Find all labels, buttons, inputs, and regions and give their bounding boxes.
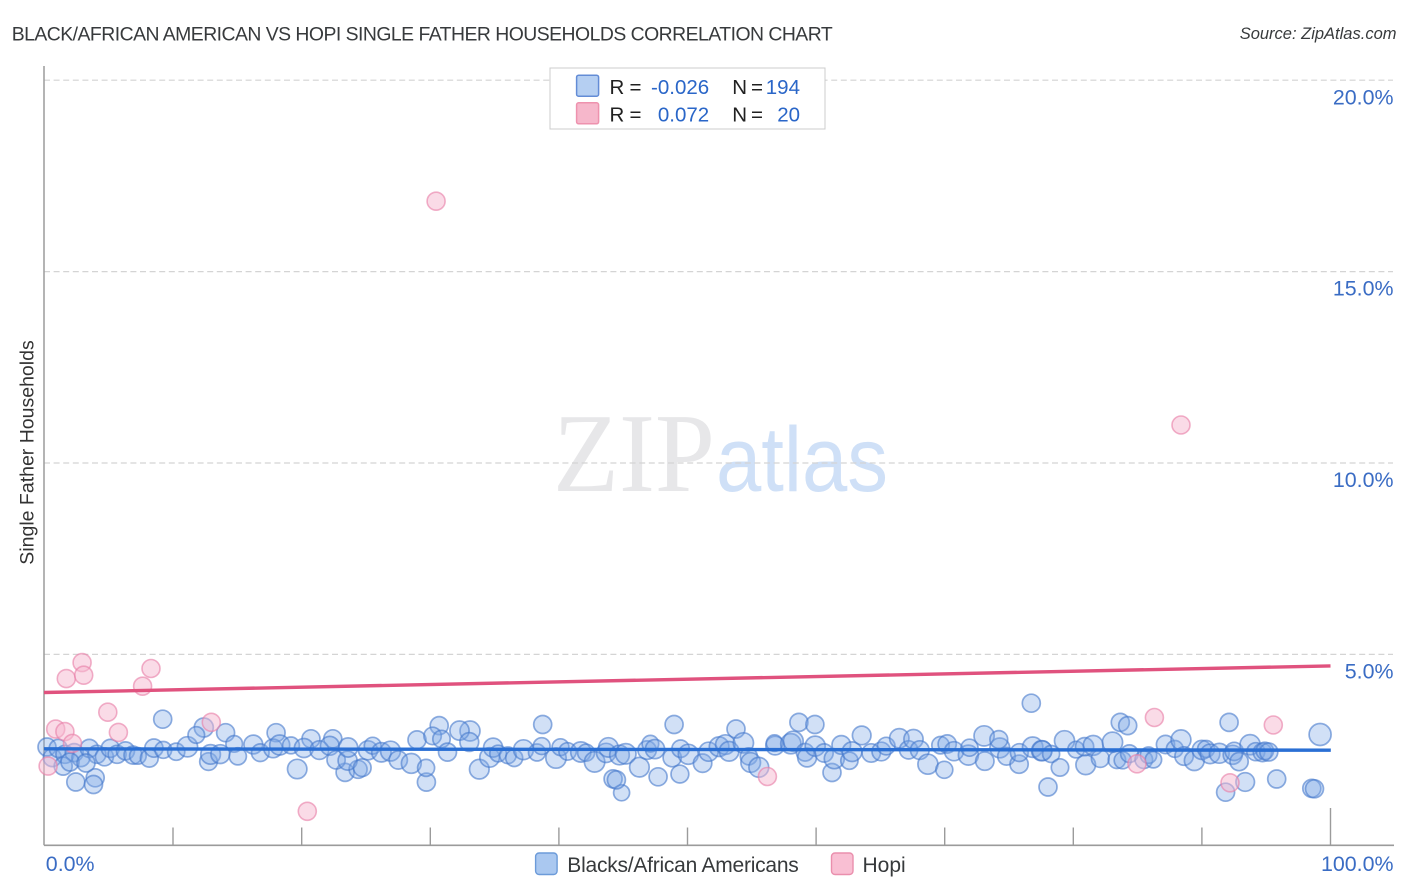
- svg-text:15.0%: 15.0%: [1333, 277, 1394, 301]
- svg-text:Single Father Households: Single Father Households: [17, 340, 39, 565]
- svg-text:N: N: [732, 103, 747, 126]
- svg-text:5.0%: 5.0%: [1345, 660, 1394, 684]
- svg-text:=: =: [630, 103, 642, 126]
- svg-text:20.0%: 20.0%: [1333, 85, 1394, 109]
- svg-text:Source: ZipAtlas.com: Source: ZipAtlas.com: [1240, 25, 1397, 43]
- svg-text:BLACK/AFRICAN AMERICAN VS HOPI: BLACK/AFRICAN AMERICAN VS HOPI SINGLE FA…: [12, 24, 833, 46]
- svg-text:ZIP: ZIP: [553, 392, 715, 516]
- svg-text:=: =: [751, 103, 763, 126]
- svg-text:atlas: atlas: [716, 409, 888, 511]
- svg-text:=: =: [751, 76, 763, 99]
- svg-text:10.0%: 10.0%: [1333, 468, 1394, 492]
- svg-text:Blacks/African Americans: Blacks/African Americans: [567, 854, 799, 877]
- svg-text:-0.026: -0.026: [651, 76, 709, 99]
- svg-text:R: R: [610, 76, 625, 99]
- svg-text:Hopi: Hopi: [863, 854, 906, 877]
- svg-text:20: 20: [777, 103, 800, 126]
- svg-text:0.0%: 0.0%: [46, 852, 95, 876]
- svg-text:100.0%: 100.0%: [1321, 852, 1394, 876]
- svg-text:N: N: [732, 76, 747, 99]
- svg-text:R: R: [610, 103, 625, 126]
- svg-text:=: =: [630, 76, 642, 99]
- svg-text:194: 194: [766, 76, 800, 99]
- svg-text:0.072: 0.072: [658, 103, 709, 126]
